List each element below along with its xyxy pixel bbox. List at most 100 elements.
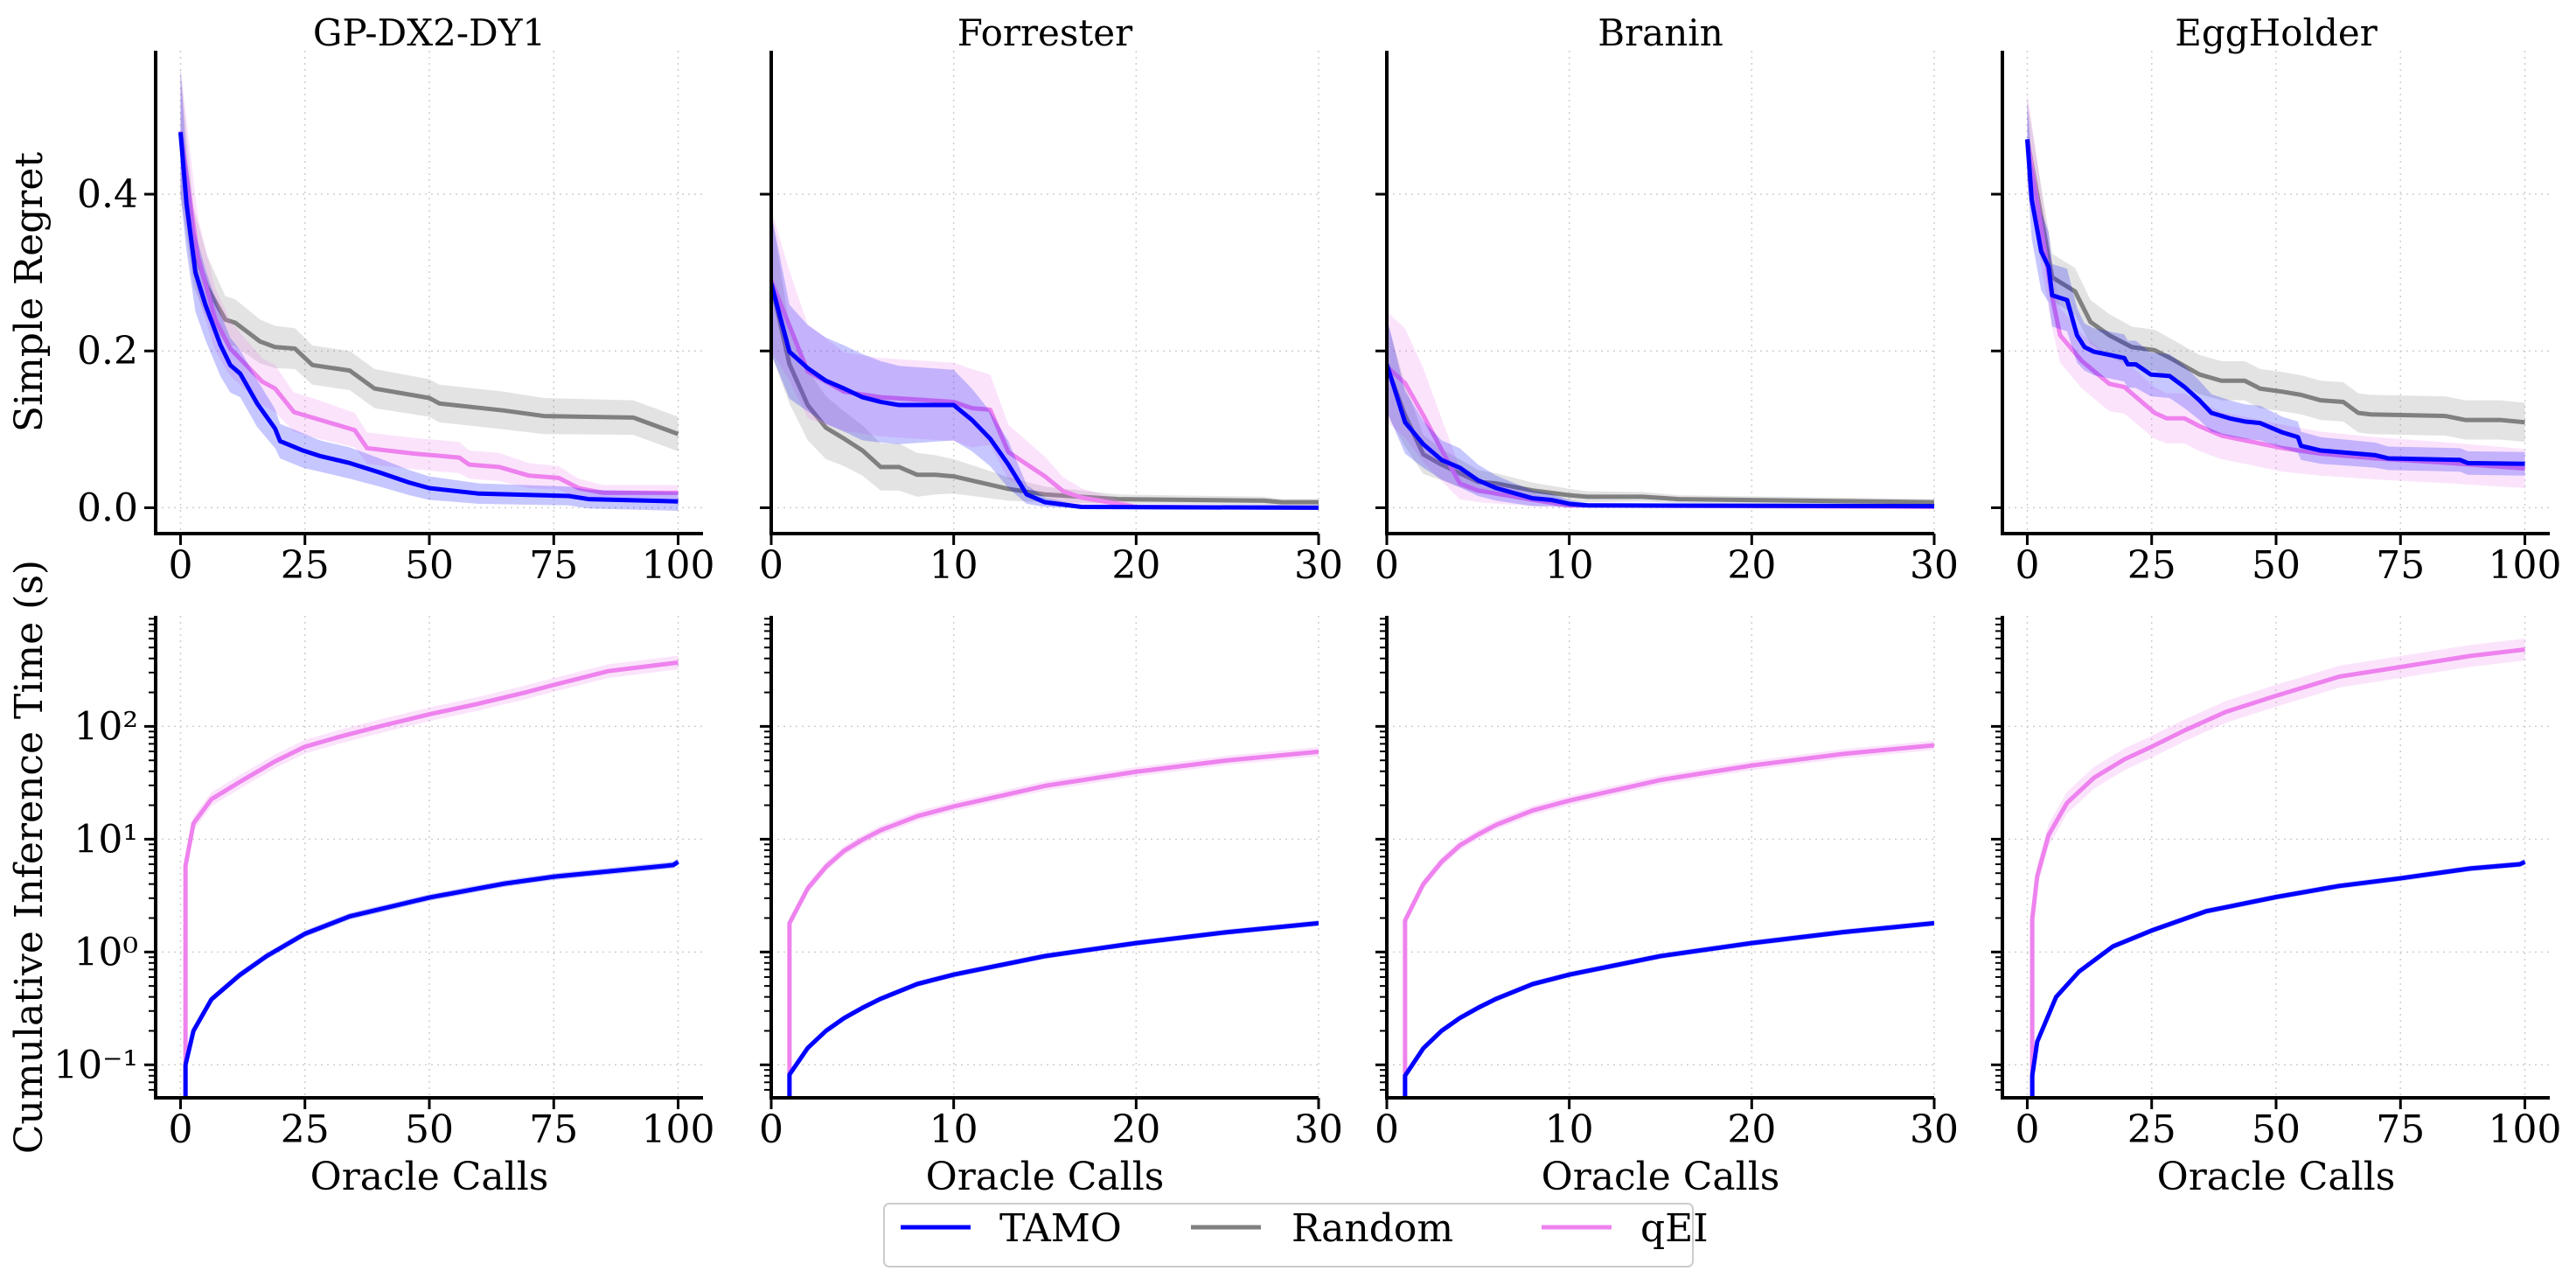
x-tick-label: 100 bbox=[2489, 543, 2562, 588]
y-tick-label: 10² bbox=[73, 704, 138, 749]
x-tick-label: 75 bbox=[2376, 1107, 2425, 1152]
x-axis-label: Oracle Calls bbox=[310, 1155, 549, 1199]
y-tick-label: 0.2 bbox=[77, 329, 138, 374]
line-random bbox=[178, 131, 679, 436]
subplot-panel-6: 0 10 20 30 Oracle Calls bbox=[1375, 616, 1959, 1199]
x-tick-label: 30 bbox=[1294, 1107, 1343, 1152]
x-tick-label: 75 bbox=[529, 1107, 578, 1152]
x-tick-label: 10 bbox=[929, 543, 978, 588]
x-tick-label: 30 bbox=[1910, 1107, 1959, 1152]
line-random bbox=[2024, 138, 2525, 425]
series-group bbox=[178, 68, 679, 512]
band-tamo bbox=[789, 920, 1319, 1078]
x-axis-label: Oracle Calls bbox=[2157, 1155, 2396, 1199]
band-qei bbox=[185, 655, 679, 873]
band-tamo bbox=[2027, 100, 2525, 476]
subplot-panel-7: 0 25 50 75 100 Oracle Calls bbox=[1991, 616, 2562, 1199]
subplot-title: Branin bbox=[1598, 11, 1723, 54]
series-group bbox=[183, 655, 679, 1098]
series-group bbox=[787, 747, 1319, 1098]
legend-label-random: Random bbox=[1291, 1206, 1453, 1251]
subplot-panel-4: 0 25 50 75 100 10⁻¹ 10⁰ 10¹ 10² Oracle Calls Cumul… bbox=[7, 560, 715, 1199]
subplot-panel-5: 0 10 20 30 Oracle Calls bbox=[759, 616, 1343, 1199]
line-qei bbox=[1387, 365, 1934, 510]
band-random bbox=[2027, 100, 2525, 443]
line-qei bbox=[1403, 743, 1934, 1098]
subplot-title: EggHolder bbox=[2175, 11, 2378, 54]
y-axis-label: Simple Regret bbox=[7, 152, 52, 433]
subplot-forrester: 0 10 20 30 Forrester bbox=[759, 11, 1343, 588]
x-tick-label: 20 bbox=[1111, 1107, 1160, 1152]
x-tick-label: 25 bbox=[2127, 543, 2176, 588]
x-tick-label: 0 bbox=[2015, 543, 2039, 588]
x-tick-label: 0 bbox=[759, 1107, 783, 1152]
x-tick-label: 30 bbox=[1294, 543, 1343, 588]
series-group bbox=[2029, 639, 2526, 1098]
x-tick-label: 50 bbox=[2252, 543, 2301, 588]
series-group bbox=[771, 209, 1319, 510]
y-tick-label: 10⁻¹ bbox=[53, 1043, 138, 1087]
x-tick-label: 100 bbox=[642, 543, 715, 588]
x-tick-label: 0 bbox=[168, 1107, 192, 1152]
line-tamo bbox=[787, 920, 1319, 1098]
y-tick-label: 10⁰ bbox=[73, 930, 138, 974]
subplot-eggholder: 0 25 50 75 100 EggHolder bbox=[1991, 11, 2562, 588]
line-tamo bbox=[183, 860, 679, 1098]
x-tick-label: 0 bbox=[1375, 1107, 1399, 1152]
line-tamo bbox=[1403, 920, 1934, 1098]
band-qei bbox=[2032, 639, 2525, 931]
x-tick-label: 30 bbox=[1910, 543, 1959, 588]
series-group bbox=[1387, 311, 1934, 510]
x-tick-label: 75 bbox=[2376, 543, 2425, 588]
x-tick-label: 50 bbox=[405, 1107, 454, 1152]
legend-label-qei: qEI bbox=[1640, 1206, 1709, 1251]
x-tick-label: 10 bbox=[1545, 543, 1594, 588]
line-tamo bbox=[178, 131, 679, 504]
x-tick-label: 10 bbox=[1545, 1107, 1594, 1152]
y-tick-label: 0.0 bbox=[77, 485, 138, 530]
y-axis-label: Cumulative Inference Time (s) bbox=[7, 560, 52, 1154]
subplot-gp-dx2-dy1: 0 25 50 75 100 0.0 0.2 0.4 GP-DX2-DY1 Simple Regr… bbox=[7, 11, 715, 588]
line-tamo bbox=[2029, 859, 2526, 1098]
x-tick-label: 20 bbox=[1111, 543, 1160, 588]
x-tick-label: 100 bbox=[642, 1107, 715, 1152]
y-tick-label: 0.4 bbox=[77, 172, 138, 217]
x-axis-label: Oracle Calls bbox=[1542, 1155, 1780, 1199]
x-tick-label: 20 bbox=[1727, 543, 1776, 588]
x-tick-label: 25 bbox=[281, 1107, 330, 1152]
band-tamo bbox=[1387, 317, 1934, 508]
line-tamo bbox=[1387, 363, 1934, 509]
x-tick-label: 0 bbox=[2015, 1107, 2039, 1152]
x-tick-label: 50 bbox=[405, 543, 454, 588]
x-tick-label: 0 bbox=[168, 543, 192, 588]
line-qei bbox=[787, 749, 1319, 1098]
legend: TAMO Random qEI bbox=[883, 1203, 1709, 1268]
legend-frame bbox=[883, 1203, 1694, 1268]
line-qei bbox=[2024, 138, 2525, 471]
band-tamo bbox=[1404, 920, 1934, 1079]
line-qei bbox=[183, 660, 679, 1098]
band-tamo bbox=[2032, 858, 2525, 1079]
band-tamo bbox=[771, 213, 1319, 509]
line-random bbox=[1387, 366, 1934, 505]
band-qei bbox=[771, 209, 1319, 510]
x-axis-label: Oracle Calls bbox=[926, 1155, 1165, 1199]
line-qei bbox=[2029, 647, 2525, 1098]
subplot-branin: 0 10 20 30 Branin bbox=[1375, 11, 1959, 588]
line-random bbox=[771, 283, 1319, 505]
x-tick-label: 50 bbox=[2252, 1107, 2301, 1152]
x-tick-label: 25 bbox=[2127, 1107, 2176, 1152]
line-qei bbox=[178, 130, 679, 495]
x-tick-label: 10 bbox=[929, 1107, 978, 1152]
series-group bbox=[2024, 92, 2525, 489]
legend-label-tamo: TAMO bbox=[999, 1206, 1122, 1251]
subplot-title: GP-DX2-DY1 bbox=[313, 11, 546, 54]
line-tamo bbox=[2024, 139, 2525, 466]
x-tick-label: 0 bbox=[1375, 543, 1399, 588]
subplot-title: Forrester bbox=[957, 11, 1133, 54]
x-tick-label: 75 bbox=[529, 543, 578, 588]
band-qei bbox=[2027, 92, 2525, 489]
x-tick-label: 100 bbox=[2489, 1107, 2562, 1152]
